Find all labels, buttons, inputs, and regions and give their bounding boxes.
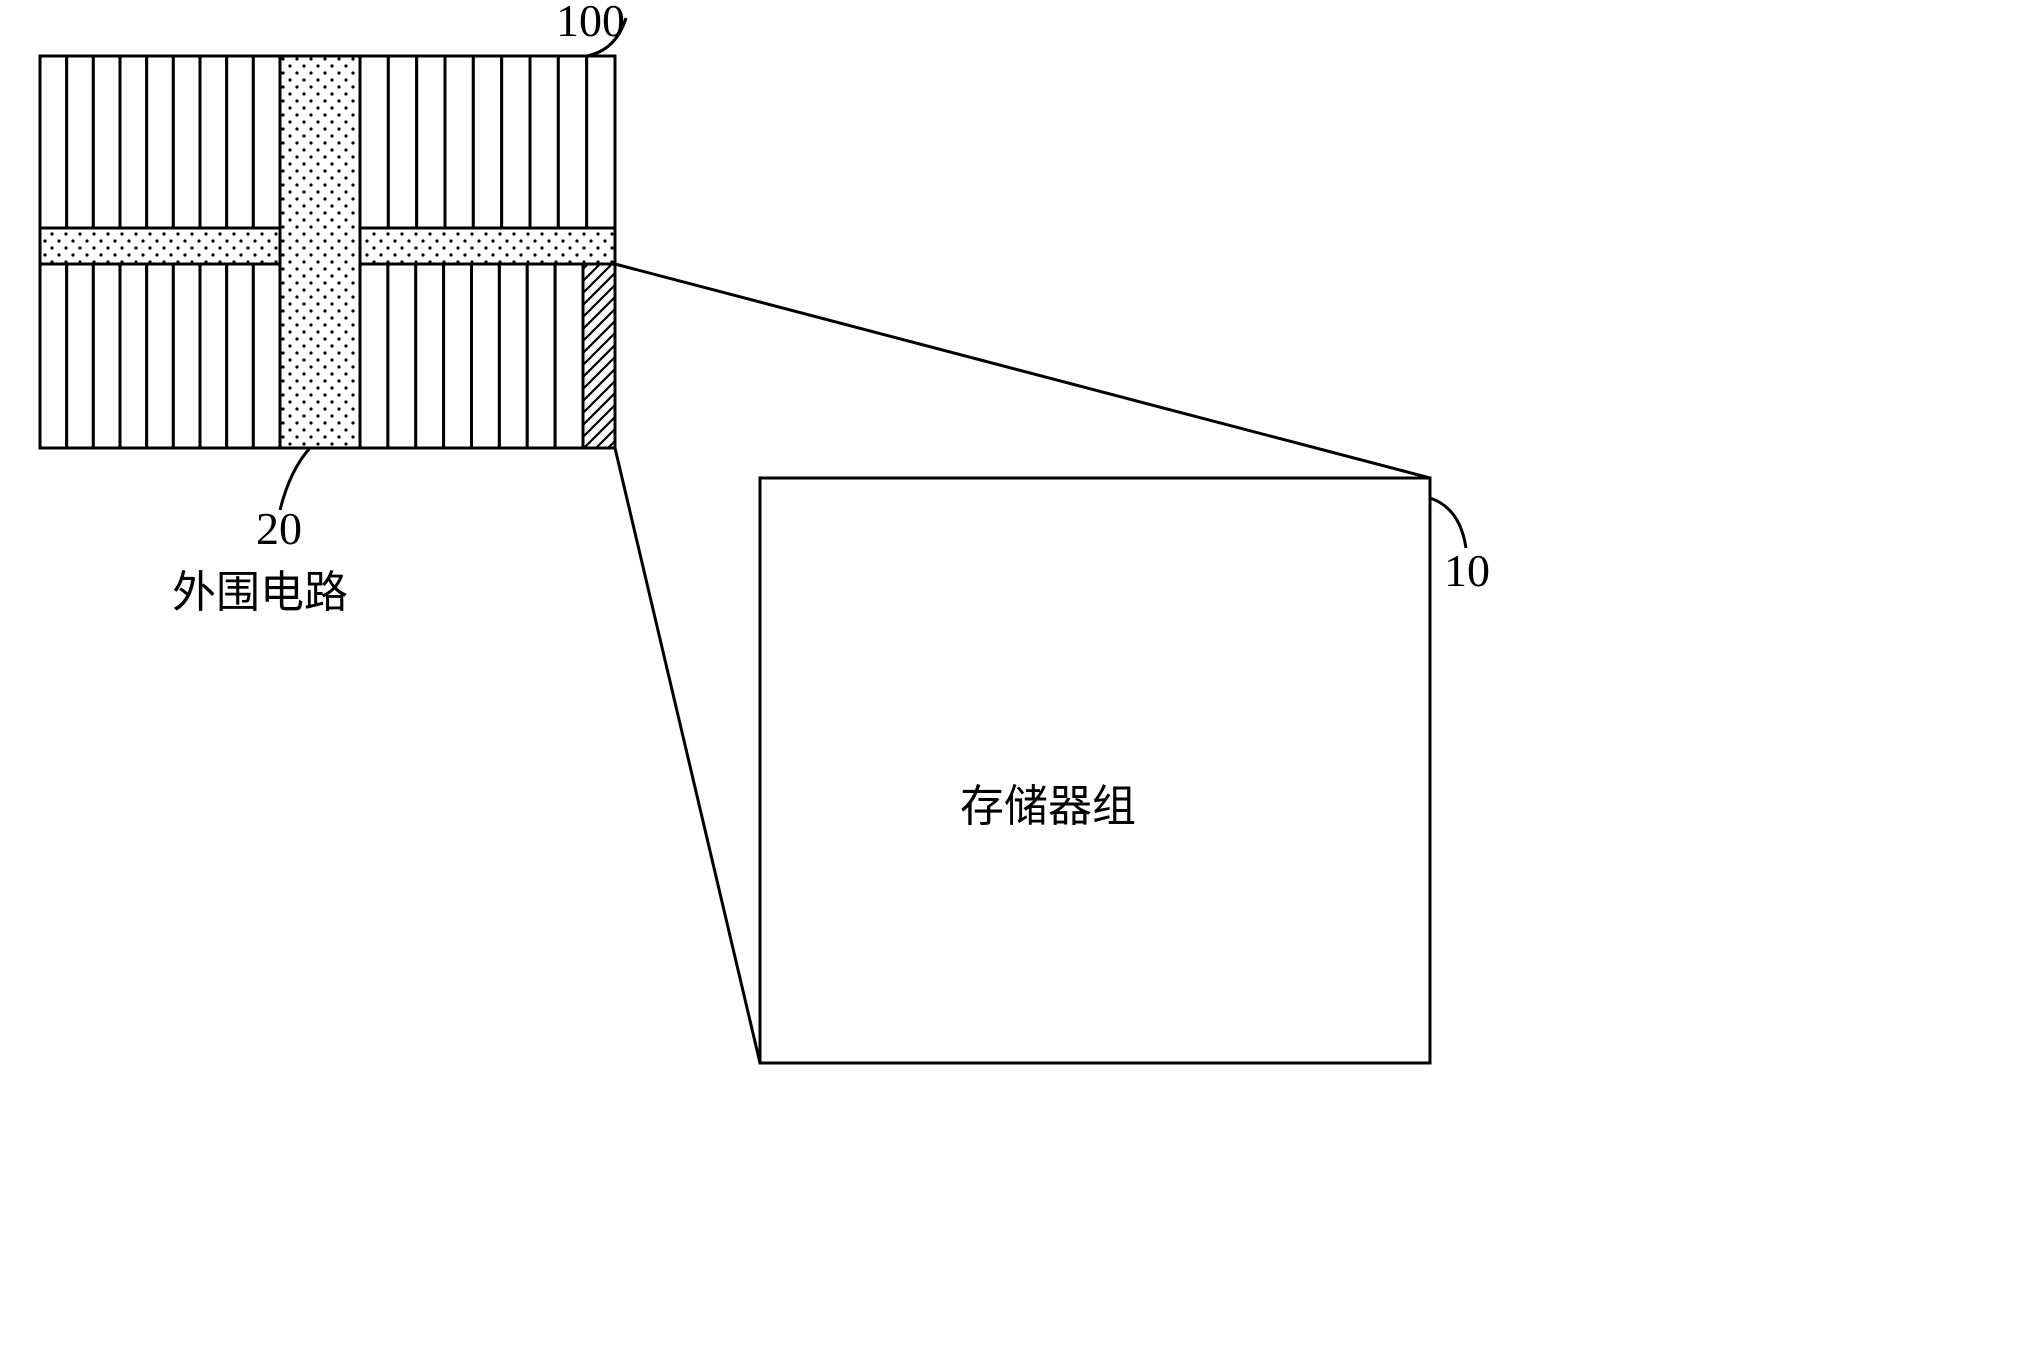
leader-20	[280, 448, 310, 510]
chip-stripes-bottom-left	[40, 264, 280, 448]
ref-10-label: 10	[1444, 544, 1490, 597]
diagram-svg	[0, 0, 2020, 1357]
chip-vertical-band	[280, 56, 360, 448]
ref-20-label: 20	[256, 502, 302, 555]
zoom-line-bottom	[615, 448, 760, 1063]
memory-bank-label: 存储器组	[960, 770, 1136, 834]
ref-100-label: 100	[556, 0, 625, 47]
diagram-stage: 100 20 外围电路 10 存储器组	[0, 0, 2020, 1357]
zoom-line-top	[615, 264, 1430, 478]
chip-stripes-top-right	[360, 56, 615, 228]
peripheral-circuit-label: 外围电路	[172, 556, 348, 620]
chip-stripes-bottom-right	[360, 264, 583, 448]
chip-hatched-block	[583, 264, 615, 448]
chip-stripes-top-left	[40, 56, 280, 228]
leader-10	[1430, 498, 1466, 548]
